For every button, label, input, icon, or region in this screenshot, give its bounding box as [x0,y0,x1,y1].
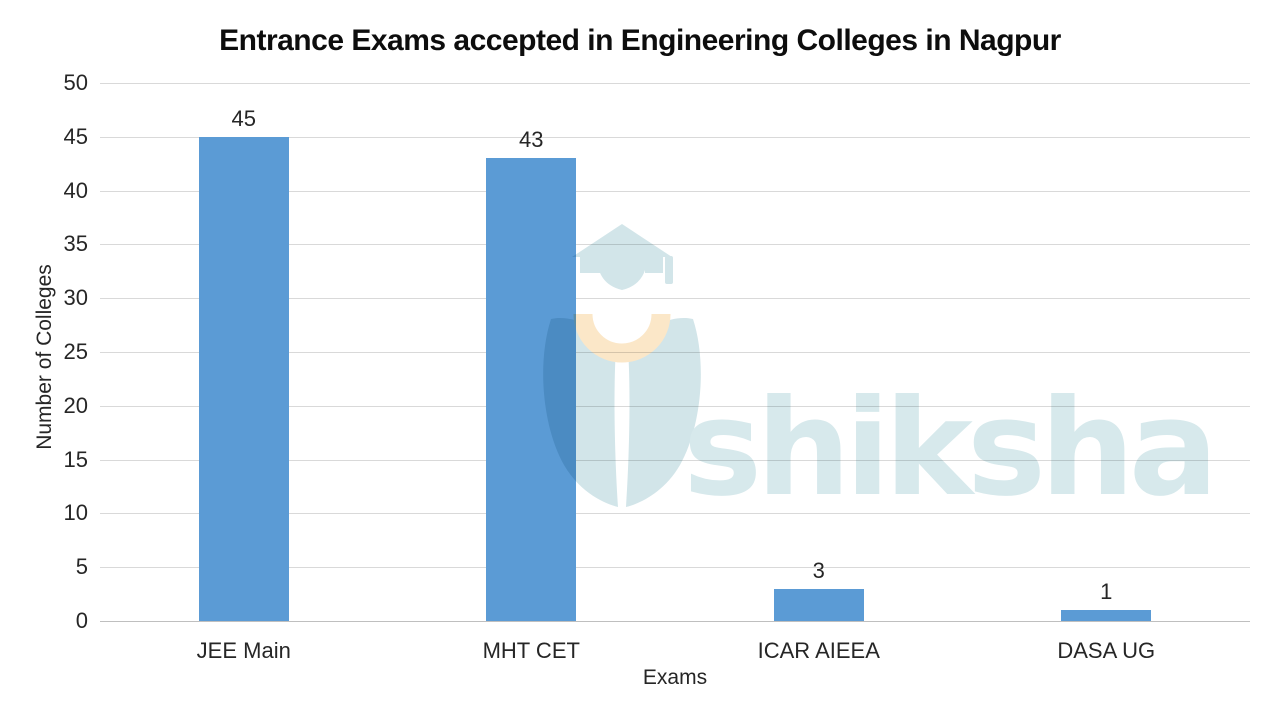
bar-value-label: 43 [519,127,544,153]
chart-title: Entrance Exams accepted in Engineering C… [219,24,1061,57]
x-axis-title: Exams [642,666,708,689]
bar [198,136,289,621]
gridline [100,190,1250,192]
x-category-label: MHT CET [482,638,580,663]
bar [486,158,577,621]
bar-value-label: 1 [1100,579,1113,605]
y-tick-label: 5 [75,554,88,580]
x-category-label: DASA UG [1057,638,1156,663]
bar [1061,610,1152,621]
y-tick-label: 35 [63,231,88,257]
y-tick-label: 15 [63,446,88,472]
bar-value-label: 45 [231,105,256,131]
gridline [100,298,1250,300]
gridline [100,244,1250,246]
bar [773,588,864,621]
y-tick-label: 10 [63,500,88,526]
gridline [100,567,1250,569]
x-axis-line [100,621,1250,622]
y-tick-label: 30 [63,285,88,311]
gridline [100,83,1250,84]
plot-area: 45 43 3 1 [100,83,1250,622]
y-tick-label: 25 [63,339,88,364]
bar-value-label: 3 [812,557,825,583]
y-tick-label: 20 [63,392,88,418]
x-category-label: ICAR AIEEA [757,638,880,663]
gridline [100,513,1250,515]
y-tick-label: 40 [63,177,88,203]
x-category-label: JEE Main [196,638,291,663]
y-tick-label: 45 [63,123,88,149]
y-tick-label: 0 [75,608,88,633]
gridline [100,136,1250,138]
y-tick-label: 50 [63,70,88,95]
